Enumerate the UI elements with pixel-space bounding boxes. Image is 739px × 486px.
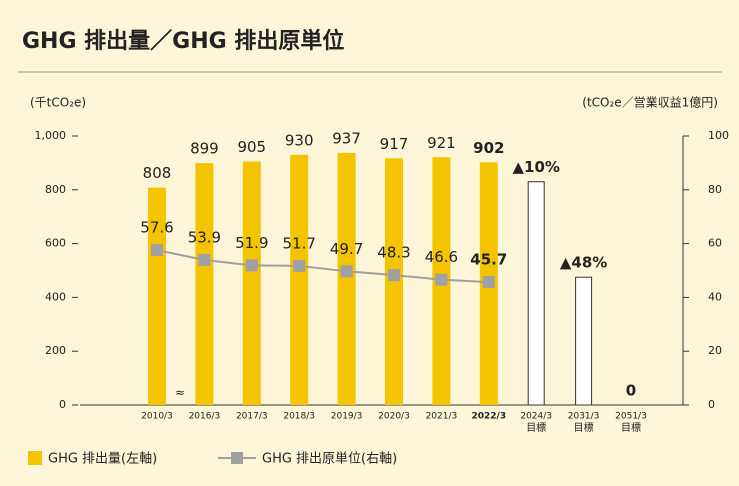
line-marker	[340, 265, 353, 278]
bar-value-label: 899	[190, 140, 219, 158]
target-label: ▲48%	[560, 254, 607, 272]
y2-tick-label: 80	[708, 183, 722, 196]
line-marker	[198, 254, 211, 267]
line-marker	[435, 273, 448, 286]
y2-tick-label: 20	[708, 344, 722, 357]
line-marker	[245, 259, 258, 272]
bar-value-label: 808	[143, 164, 172, 182]
y2-tick-label: 60	[708, 237, 722, 250]
x-tick-label: 2020/3	[378, 412, 410, 422]
x-tick-label: 2018/3	[283, 412, 315, 422]
line-value-label: 48.3	[377, 244, 410, 262]
bar-value-label: 937	[332, 129, 361, 147]
line-value-label: 57.6	[140, 219, 173, 237]
y-tick-label: 600	[45, 237, 66, 250]
y-tick-label: 200	[45, 344, 66, 357]
legend-swatch	[231, 452, 243, 464]
bar-value-label: 921	[427, 134, 456, 152]
bar	[148, 187, 166, 405]
line-marker	[482, 276, 495, 289]
legend-swatch	[28, 451, 42, 465]
y-tick-label: 400	[45, 290, 66, 303]
line-marker	[293, 259, 306, 272]
x-tick-sublabel: 目標	[526, 421, 546, 434]
bar-value-label: 930	[285, 131, 314, 149]
line-value-label: 46.6	[425, 248, 458, 266]
bar	[337, 152, 356, 405]
x-tick-label: 2016/3	[189, 412, 221, 422]
legend-label: GHG 排出量(左軸)	[48, 452, 157, 467]
line-marker	[388, 269, 400, 282]
target-label: ▲10%	[512, 158, 559, 176]
x-tick-label: 2017/3	[236, 412, 268, 422]
x-tick-sublabel: 目標	[621, 421, 641, 434]
target-label: 0	[626, 382, 636, 400]
line-marker	[151, 244, 163, 257]
x-tick-label: 2022/3	[471, 412, 506, 422]
y2-tick-label: 40	[708, 290, 722, 303]
line-value-label: 49.7	[330, 240, 363, 258]
y-tick-label: 800	[45, 183, 66, 196]
y2-tick-label: 100	[708, 129, 729, 142]
x-tick-label: 2010/3	[141, 412, 173, 422]
y-tick-label: 0	[59, 398, 66, 411]
line-value-label: 51.9	[235, 234, 268, 252]
axis-break: ≈	[175, 386, 185, 400]
bar-value-label: 902	[473, 139, 504, 157]
y-tick-label: 1,000	[35, 129, 67, 142]
line-value-label: 45.7	[470, 251, 507, 269]
bar	[385, 158, 403, 405]
line-value-label: 51.7	[282, 234, 315, 252]
bar-value-label: 905	[237, 138, 266, 156]
bar-value-label: 917	[380, 135, 409, 153]
line-value-label: 53.9	[188, 229, 221, 247]
x-tick-label: 2024/3	[520, 412, 552, 422]
target-bar	[575, 276, 593, 406]
bar	[290, 154, 309, 405]
y2-axis-label: (tCO₂e／営業収益1億円)	[582, 96, 718, 110]
y-axis-label: (千tCO₂e)	[30, 96, 86, 110]
x-tick-label: 2019/3	[331, 412, 363, 422]
x-tick-label: 2051/3	[615, 412, 647, 422]
x-tick-sublabel: 目標	[574, 421, 594, 434]
legend-label: GHG 排出原単位(右軸)	[262, 451, 397, 467]
bar	[195, 163, 214, 405]
target-bar	[527, 181, 545, 406]
chart-title: GHG 排出量／GHG 排出原単位	[22, 28, 344, 54]
x-tick-label: 2031/3	[568, 412, 600, 422]
x-tick-label: 2021/3	[426, 412, 458, 422]
bar	[242, 161, 261, 405]
y2-tick-label: 0	[708, 398, 715, 411]
line	[156, 249, 489, 284]
